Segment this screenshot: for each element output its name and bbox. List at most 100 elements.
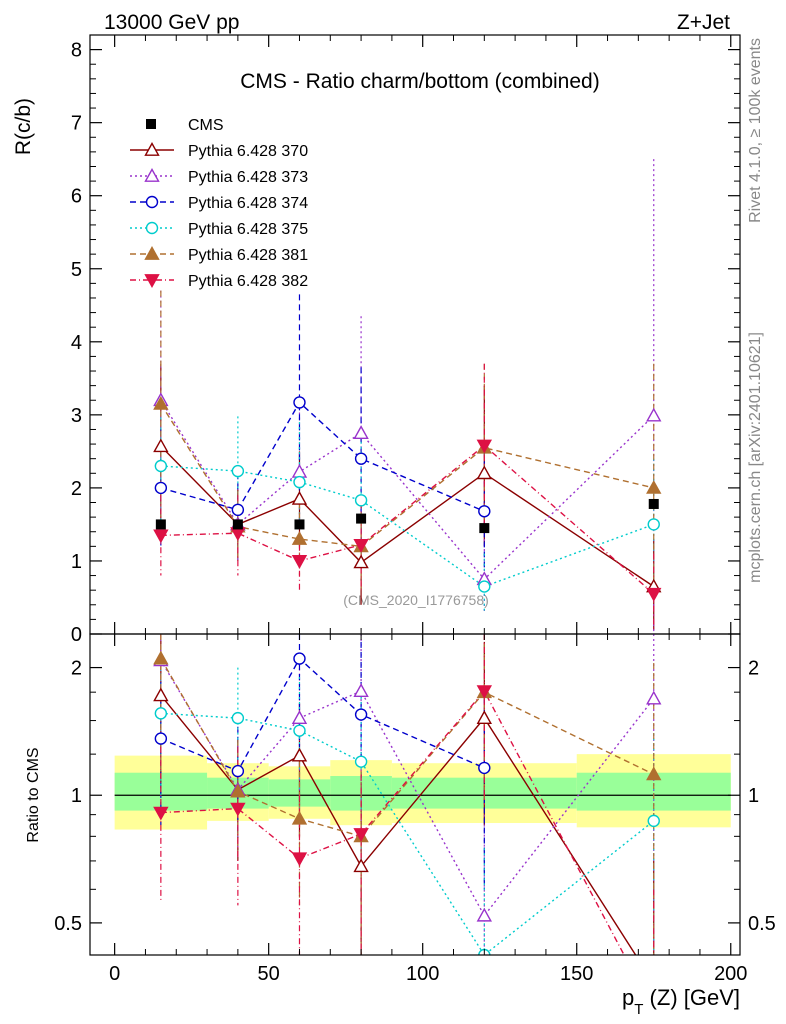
ratio-y-tick-label-left: 1 (71, 785, 82, 807)
ratio-series-4-marker (293, 724, 306, 737)
legend-label-5: Pythia 6.428 381 (188, 247, 308, 264)
ratio-series-4-line (160, 712, 655, 955)
series-6-marker (353, 538, 369, 553)
y-tick-label: 2 (71, 478, 82, 500)
series-4-marker (354, 494, 368, 507)
ratio-series-6-line (160, 689, 625, 955)
series-4-marker (231, 464, 245, 478)
y-axis-label-main: R(c/b) (12, 98, 35, 155)
legend-marker-1 (144, 142, 160, 156)
cms-data-point (294, 519, 305, 530)
ratio-series-4-marker (647, 814, 660, 828)
series-3-marker (293, 396, 306, 409)
ratio-y-tick-label-right: 0.5 (748, 913, 776, 935)
ratio-series-1-marker (476, 710, 493, 725)
legend-marker-6 (144, 274, 160, 288)
legend: CMS Pythia 6.428 370 Pythia 6.428 373 Pythi… (130, 117, 308, 290)
series-3-marker (354, 452, 368, 465)
ratio-series-1-marker (291, 747, 308, 762)
series-5-line (160, 403, 654, 548)
legend-marker-3 (145, 195, 159, 209)
ratio-series-1-line (160, 694, 637, 955)
cms-data-point (232, 519, 243, 530)
header-left: 13000 GeV pp (104, 11, 239, 34)
series-1-marker (353, 554, 369, 569)
y-axis-label-ratio: Ratio to CMS (25, 747, 42, 842)
ratio-series-4-marker (154, 707, 168, 720)
series-4-marker (154, 459, 168, 473)
y-tick-label: 5 (71, 259, 82, 281)
main-series-markers (153, 392, 662, 602)
y-tick-label: 4 (71, 332, 82, 354)
series-2-marker (353, 425, 369, 440)
y-tick-label: 6 (71, 186, 82, 208)
y-tick-label: 0 (71, 624, 82, 646)
series-4-marker (647, 518, 660, 531)
series-6-marker (153, 529, 169, 544)
legend-label-3: Pythia 6.428 374 (188, 195, 308, 212)
series-2-line (160, 399, 655, 581)
legend-label-cms: CMS (188, 117, 224, 134)
y-tick-label: 7 (71, 113, 82, 135)
ratio-series-2-marker (476, 907, 493, 922)
series-4-line (160, 465, 654, 588)
cms-data-point (479, 523, 490, 534)
ratio-series-3-marker (293, 652, 306, 665)
ratio-y-tick-label-left: 2 (71, 658, 82, 680)
series-2-marker (291, 463, 308, 478)
ratio-series-6-marker (291, 852, 308, 867)
ratio-series-6-marker (476, 685, 493, 700)
legend-label-2: Pythia 6.428 373 (188, 169, 308, 186)
series-6-line (160, 444, 655, 595)
ratio-series-6-marker (230, 802, 246, 817)
legend-marker-2 (144, 168, 160, 182)
mcplots-label: mcplots.cern.ch [arXiv:2401.10621] (747, 332, 764, 583)
series-3-marker (154, 481, 168, 495)
main-title: CMS - Ratio charm/bottom (combined) (240, 70, 599, 93)
ratio-axes: 0.5 0.5 1 1 2 2 0 50 100 150 200 (54, 633, 776, 985)
ratio-series-2-marker (646, 690, 662, 705)
ratio-series-4-marker (231, 711, 245, 725)
series-5-marker (646, 479, 662, 494)
y-tick-label: 1 (71, 551, 82, 573)
ratio-series-5-line (160, 658, 655, 838)
ratio-series-6-marker (353, 828, 369, 842)
ratio-series-lines (160, 657, 655, 955)
legend-marker-4 (145, 221, 159, 235)
cms-data-point (648, 498, 659, 509)
main-series-lines (160, 399, 655, 595)
legend-marker-5 (144, 246, 160, 260)
ratio-series-3-marker (478, 761, 491, 775)
series-5-marker (153, 395, 169, 410)
series-6-marker (291, 555, 308, 569)
x-tick-label: 0 (109, 963, 120, 985)
series-1-marker (153, 438, 169, 453)
series-2-marker (646, 407, 662, 422)
legend-label-1: Pythia 6.428 370 (188, 143, 308, 160)
ratio-series-1-marker (153, 687, 169, 702)
x-axis-label: pT (Z) [GeV] (622, 985, 740, 1018)
rivet-label: Rivet 4.1.0, ≥ 100k events (747, 38, 764, 223)
ratio-series-2-marker (353, 683, 369, 698)
series-1-line (160, 445, 655, 588)
main-axes: 0 1 2 3 4 5 6 7 8 (71, 34, 741, 646)
ratio-series-1-marker (353, 858, 369, 873)
series-3-marker (478, 505, 491, 518)
header-right: Z+Jet (677, 11, 730, 34)
cms-data-point (155, 519, 166, 530)
legend-marker-cms (146, 119, 156, 129)
cms-data-point (356, 513, 367, 524)
x-tick-label: 50 (258, 963, 280, 985)
series-4-marker (478, 580, 491, 593)
ratio-series-3-marker (231, 764, 245, 778)
cms-data-points (155, 498, 659, 534)
legend-label-6: Pythia 6.428 382 (188, 273, 308, 290)
x-tick-label: 150 (560, 963, 593, 985)
ratio-y-tick-label-right: 1 (748, 785, 759, 807)
ratio-series-6-marker (153, 806, 169, 821)
series-3-marker (231, 503, 245, 517)
y-tick-label: 8 (71, 40, 82, 62)
ratio-series-3-marker (354, 708, 368, 721)
ratio-frame (89, 633, 741, 956)
